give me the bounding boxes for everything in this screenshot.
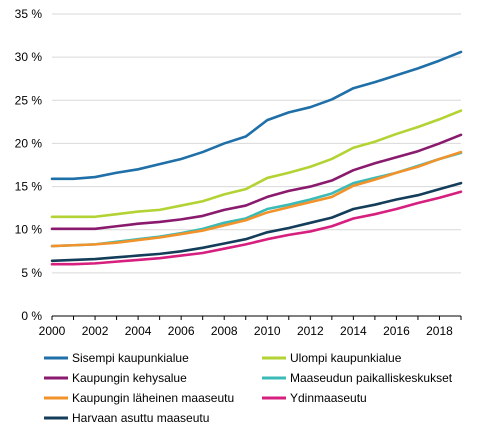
y-tick-label: 0 % bbox=[21, 309, 42, 323]
y-tick-label: 30 % bbox=[15, 50, 43, 64]
x-tick-label: 2016 bbox=[383, 324, 410, 338]
x-tick-label: 2014 bbox=[340, 324, 367, 338]
series-line bbox=[50, 50, 463, 181]
y-tick-label: 25 % bbox=[15, 93, 43, 107]
x-axis: 2000 2002 2004 2006 2008 2010 2012 2014 2016 2018 bbox=[39, 315, 462, 338]
legend-label: Sisempi kaupunkialue bbox=[72, 351, 189, 365]
legend-label: Harvaan asuttu maaseutu bbox=[72, 411, 209, 425]
series-line bbox=[50, 133, 463, 231]
x-tick-label: 2000 bbox=[39, 324, 66, 338]
series-line bbox=[50, 190, 463, 266]
x-tick-label: 2018 bbox=[426, 324, 453, 338]
legend-label: Kaupungin kehysalue bbox=[72, 371, 187, 385]
x-tick-label: 2004 bbox=[125, 324, 152, 338]
legend-item: Harvaan asuttu maaseutu bbox=[44, 411, 209, 425]
y-tick-label: 15 % bbox=[15, 180, 43, 194]
x-tick-label: 2010 bbox=[254, 324, 281, 338]
legend-label: Maaseudun paikalliskeskukset bbox=[290, 371, 453, 385]
legend-label: Ulompi kaupunkialue bbox=[290, 351, 402, 365]
y-tick-label: 5 % bbox=[21, 266, 42, 280]
x-tick-label: 2002 bbox=[82, 324, 109, 338]
x-tick-label: 2006 bbox=[168, 324, 195, 338]
series-line bbox=[50, 150, 463, 248]
legend-item: Ydinmaaseutu bbox=[262, 391, 367, 405]
y-axis: 0 % 5 % 10 % 15 % 20 % 25 % 30 % 35 % bbox=[15, 7, 43, 323]
legend-item: Kaupungin läheinen maaseutu bbox=[44, 391, 234, 405]
legend-item: Kaupungin kehysalue bbox=[44, 371, 187, 385]
legend-item: Sisempi kaupunkialue bbox=[44, 351, 189, 365]
legend-label: Kaupungin läheinen maaseutu bbox=[72, 391, 234, 405]
legend-label: Ydinmaaseutu bbox=[290, 391, 367, 405]
series-group bbox=[50, 50, 463, 266]
x-tick-label: 2008 bbox=[211, 324, 238, 338]
legend: Sisempi kaupunkialue Ulompi kaupunkialue K… bbox=[44, 351, 453, 425]
y-tick-label: 20 % bbox=[15, 136, 43, 150]
y-tick-label: 35 % bbox=[15, 7, 43, 21]
x-tick-label: 2012 bbox=[297, 324, 324, 338]
legend-item: Ulompi kaupunkialue bbox=[262, 351, 402, 365]
legend-item: Maaseudun paikalliskeskukset bbox=[262, 371, 453, 385]
y-tick-label: 10 % bbox=[15, 223, 43, 237]
series-line bbox=[50, 181, 463, 263]
series-line bbox=[50, 109, 463, 219]
grid bbox=[52, 13, 461, 274]
